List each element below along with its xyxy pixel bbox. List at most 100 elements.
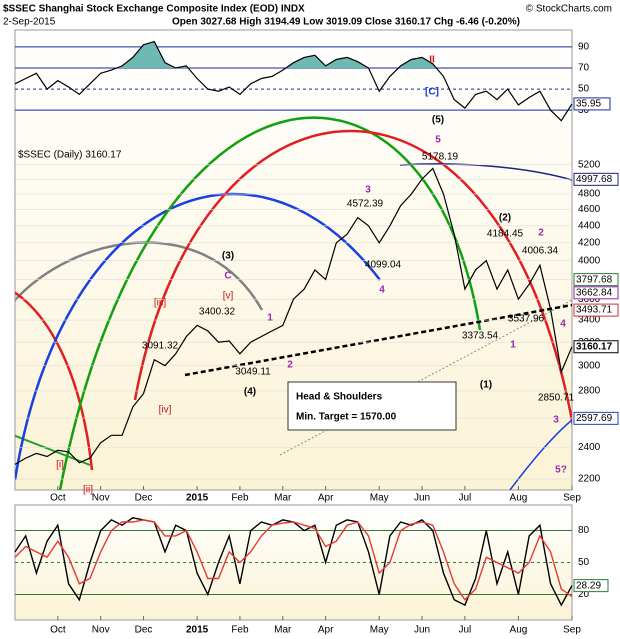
annotation: 3373.54 xyxy=(462,331,499,342)
y-tick-label: 4400 xyxy=(578,220,601,231)
annotation: [C] xyxy=(425,87,439,98)
x-tick-label: Aug xyxy=(510,493,528,504)
pattern-box xyxy=(287,381,457,431)
annotation: 4572.39 xyxy=(347,199,384,210)
y-tick-label: 2400 xyxy=(578,442,601,453)
arc xyxy=(133,129,572,428)
annotation: (1) xyxy=(480,380,492,391)
level-tag: 4997.68 xyxy=(576,174,613,185)
annotation: (4) xyxy=(244,387,256,398)
level-tag-bg xyxy=(573,172,619,186)
annotation: 1 xyxy=(510,340,516,351)
y-tick-label: 2200 xyxy=(578,474,601,485)
annotation: (2) xyxy=(499,213,511,224)
y-tick-label: 5200 xyxy=(578,159,601,170)
title: $SSEC Shanghai Stock Exchange Composite … xyxy=(3,4,305,15)
annotation: 3 xyxy=(365,185,371,196)
y-tick-label: 4000 xyxy=(578,255,601,266)
level-tag: 3160.17 xyxy=(576,341,613,352)
value-tag: 35.95 xyxy=(576,99,601,110)
annotation: 4006.34 xyxy=(522,246,559,257)
level-tag-bg xyxy=(573,303,619,317)
x-tick-label: Sep xyxy=(563,625,581,636)
annotation: 5? xyxy=(555,465,567,476)
annotation: [i] xyxy=(56,460,64,471)
annotation: 4 xyxy=(560,319,566,330)
x-tick-label: Oct xyxy=(50,493,66,504)
annotation: [iv] xyxy=(159,405,172,416)
date: 2-Sep-2015 xyxy=(3,17,56,28)
x-tick-label: Mar xyxy=(274,625,292,636)
x-tick-label: Nov xyxy=(92,625,110,636)
y-tick-label: 4200 xyxy=(578,237,601,248)
price-line xyxy=(14,167,573,465)
level-tag-bg xyxy=(573,286,619,300)
x-tick-label: May xyxy=(370,493,389,504)
pattern-text: Head & Shoulders xyxy=(296,392,383,403)
x-tick-label: Mar xyxy=(274,493,292,504)
overbought-group xyxy=(15,41,572,68)
series-line xyxy=(14,519,573,601)
annotation: 2 xyxy=(287,360,293,371)
pattern-text: Min. Target = 1570.00 xyxy=(296,412,397,423)
level-tag-bg xyxy=(573,411,619,425)
annotation: 2 xyxy=(538,228,544,239)
x-tick-label: Jul xyxy=(458,625,471,636)
level-tag-bg xyxy=(573,273,619,287)
neckline xyxy=(184,303,572,377)
y-tick-label: 3400 xyxy=(578,315,601,326)
x-tick-label: Jun xyxy=(414,493,430,504)
y-tick-label: 4600 xyxy=(578,204,601,215)
x-tick-label: Jun xyxy=(414,625,430,636)
level-tag: 3662.84 xyxy=(576,287,613,298)
x-tick-label: Jul xyxy=(458,493,471,504)
annotation: [ii] xyxy=(83,485,93,496)
annotation: 3091.32 xyxy=(142,341,179,352)
annotation: [v] xyxy=(223,291,234,302)
x-tick-label: Oct xyxy=(50,625,66,636)
y-tick-label: 90 xyxy=(578,42,590,53)
value-tag-bg xyxy=(573,97,611,111)
ma-line xyxy=(399,163,572,181)
x-tick-label: Apr xyxy=(318,625,334,636)
value-tag: 28.29 xyxy=(576,580,601,591)
x-tick-label: May xyxy=(370,625,389,636)
y-tick-label: 50 xyxy=(578,557,590,568)
y-tick-label: 4800 xyxy=(578,189,601,200)
legend: $SSEC (Daily) 3160.17 xyxy=(18,150,122,161)
overbought-fill xyxy=(15,41,572,68)
level-tag: 2597.69 xyxy=(576,413,613,424)
arc xyxy=(58,116,482,490)
y-tick-label: 20 xyxy=(578,589,590,600)
annotation: C xyxy=(224,271,231,282)
annotation: 5 xyxy=(435,135,441,146)
annotation: (5) xyxy=(432,115,444,126)
x-tick-label: 2015 xyxy=(186,493,209,504)
annotation: 3537.96 xyxy=(508,314,545,325)
x-tick-label: Sep xyxy=(563,493,581,504)
annotation: (3) xyxy=(222,251,234,262)
level-tag: 3797.68 xyxy=(576,274,613,285)
arc xyxy=(15,192,381,481)
annotation: 1 xyxy=(267,313,273,324)
level-tag: 3493.71 xyxy=(576,305,613,316)
annotation: 2850.71 xyxy=(538,393,575,404)
rsi-line xyxy=(14,40,573,122)
y-tick-label: 80 xyxy=(578,525,590,536)
trend-line xyxy=(279,299,572,456)
y-tick-label: 70 xyxy=(578,63,590,74)
annotation: 5178.19 xyxy=(422,152,459,163)
x-tick-label: Aug xyxy=(510,625,528,636)
source: © StockCharts.com xyxy=(526,4,612,15)
annotation: 3049.11 xyxy=(235,367,271,378)
annotation: 4 xyxy=(379,285,385,296)
y-tick-label: 50 xyxy=(578,84,590,95)
value-tag-bg xyxy=(573,579,609,593)
x-tick-label: Nov xyxy=(92,493,110,504)
annotation: 3400.32 xyxy=(199,307,236,318)
x-tick-label: Dec xyxy=(135,493,153,504)
x-tick-label: Feb xyxy=(231,493,249,504)
x-tick-label: Apr xyxy=(318,493,334,504)
